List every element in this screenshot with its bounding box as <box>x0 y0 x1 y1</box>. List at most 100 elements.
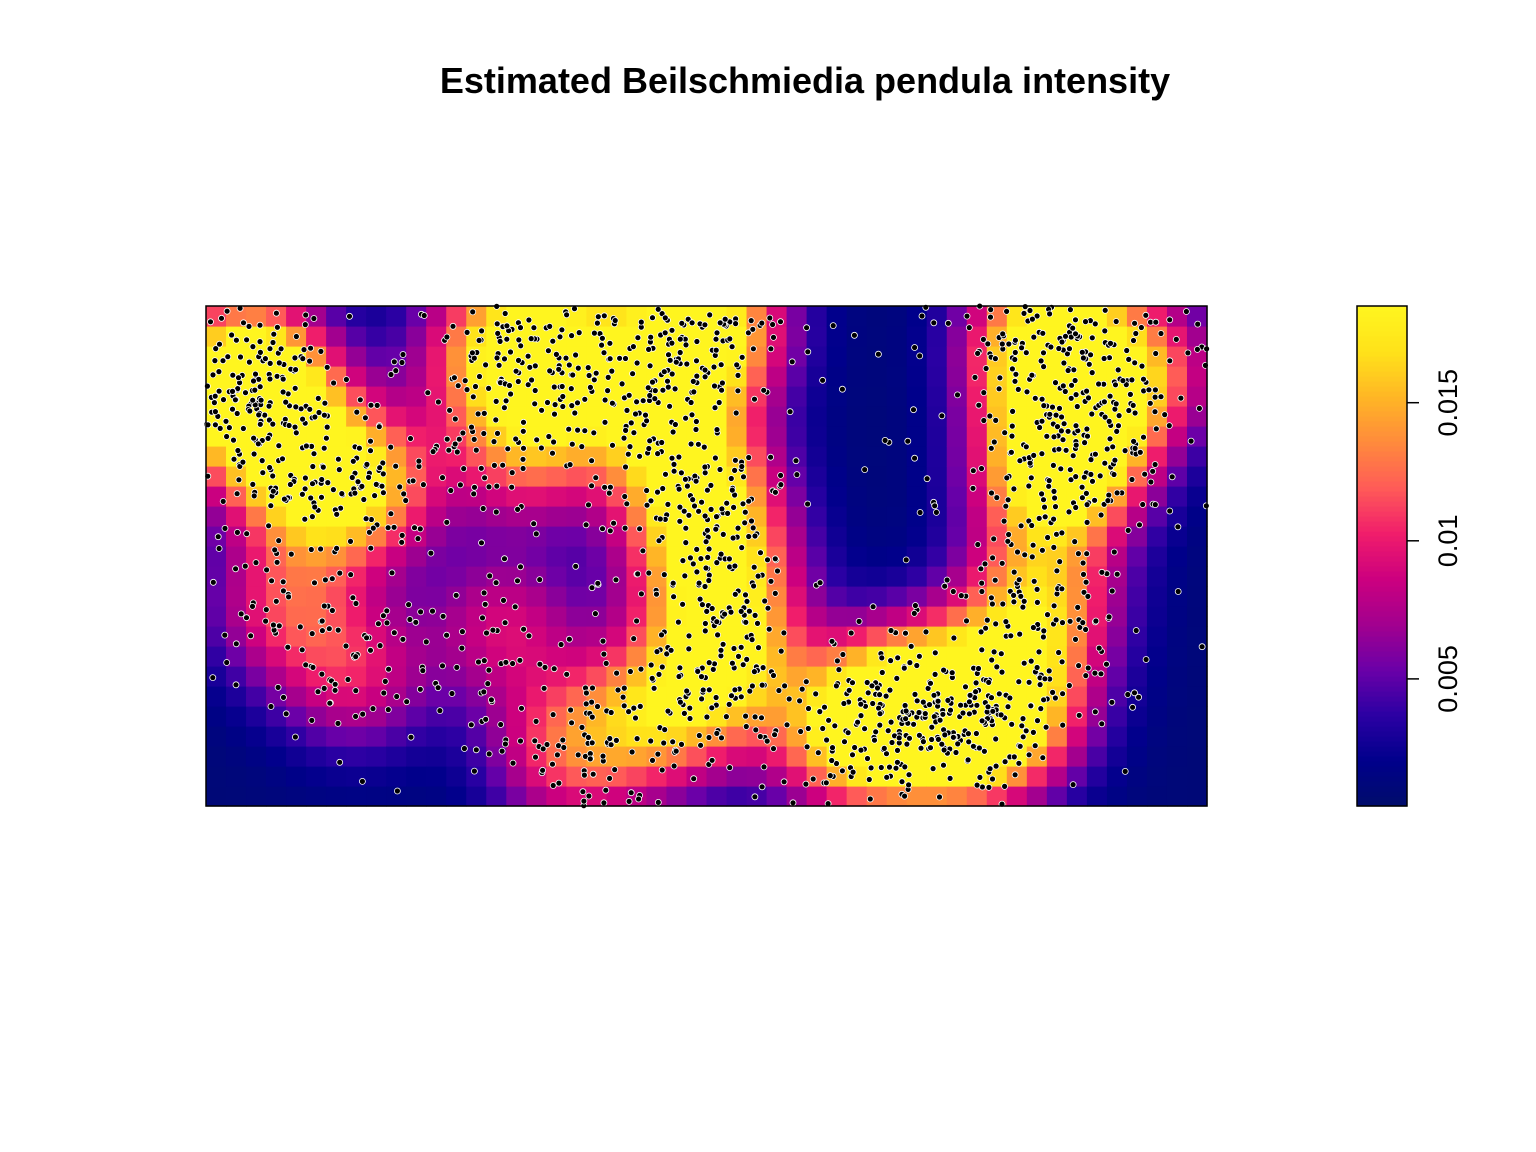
tree-point <box>911 454 918 462</box>
tree-point <box>1064 427 1072 435</box>
tree-point <box>606 355 614 363</box>
heatmap-cell <box>926 646 948 667</box>
tree-point <box>987 313 994 321</box>
heatmap-cell <box>1026 586 1048 607</box>
heatmap-cell <box>1146 586 1168 607</box>
tree-point <box>531 362 539 370</box>
heatmap-cell <box>1106 546 1128 567</box>
tree-point <box>545 433 553 440</box>
tree-point <box>526 363 534 371</box>
tree-point <box>964 756 972 764</box>
tree-point <box>936 716 944 724</box>
tree-point <box>1050 544 1058 551</box>
tree-point <box>916 652 923 660</box>
tree-point <box>1108 698 1116 706</box>
tree-point <box>302 311 310 319</box>
heatmap-cell <box>1026 746 1048 767</box>
tree-point <box>901 763 909 771</box>
tree-point <box>323 363 331 371</box>
tree-point <box>788 358 796 366</box>
tree-point <box>344 676 352 683</box>
tree-point <box>585 792 593 800</box>
tree-point <box>741 508 749 516</box>
heatmap-cell <box>746 366 768 387</box>
tree-point <box>1033 586 1041 593</box>
tree-point <box>728 486 736 494</box>
tree-point <box>755 644 762 651</box>
tree-point <box>233 529 241 536</box>
tree-point <box>903 740 911 748</box>
heatmap-cell <box>206 586 227 607</box>
tree-point <box>490 461 498 469</box>
tree-point <box>754 572 762 580</box>
colorbar-step <box>1357 631 1407 637</box>
heatmap-cell <box>566 586 587 607</box>
tree-point <box>992 762 1000 770</box>
tree-point <box>566 635 573 643</box>
tree-point <box>983 616 991 624</box>
heatmap-cell <box>946 406 968 427</box>
tree-point <box>1127 390 1134 398</box>
tree-point <box>766 314 774 322</box>
tree-point <box>702 538 710 546</box>
tree-point <box>697 741 704 749</box>
tree-point <box>306 357 314 365</box>
heatmap-cell <box>886 506 908 527</box>
tree-point <box>759 664 767 671</box>
tree-point <box>326 699 334 707</box>
tree-point <box>1011 349 1019 356</box>
tree-point <box>712 346 720 354</box>
heatmap-cell <box>506 786 527 807</box>
tree-point <box>550 383 558 391</box>
tree-point <box>672 358 680 366</box>
colorbar-step <box>1357 316 1407 322</box>
heatmap-cell <box>806 446 828 467</box>
tree-point <box>1151 461 1159 468</box>
heatmap-cell <box>406 566 427 587</box>
tree-point <box>676 503 684 511</box>
tree-point <box>1121 768 1129 775</box>
tree-point <box>416 525 424 533</box>
tree-point <box>701 373 709 381</box>
heatmap-cell <box>986 626 1008 647</box>
tree-point <box>354 478 362 486</box>
tree-point <box>1060 359 1068 367</box>
tree-point <box>730 645 738 652</box>
tree-point <box>683 687 691 695</box>
tree-point <box>732 320 739 328</box>
heatmap-cell <box>346 306 367 327</box>
tree-point <box>901 792 908 800</box>
heatmap-cell <box>226 546 247 567</box>
tree-point <box>978 646 986 654</box>
tree-point <box>621 524 629 532</box>
tree-point <box>269 472 277 480</box>
tree-point <box>485 750 493 758</box>
tree-point <box>1009 365 1016 373</box>
tree-point <box>1107 339 1114 347</box>
heatmap-cell <box>1106 306 1128 327</box>
heatmap-cell <box>926 426 948 447</box>
tree-point <box>997 711 1005 719</box>
heatmap-cell <box>1186 386 1208 407</box>
tree-point <box>533 436 541 444</box>
heatmap-cell <box>406 746 427 767</box>
heatmap-cell <box>266 506 287 527</box>
tree-point <box>265 402 273 410</box>
tree-point <box>518 704 525 712</box>
tree-point <box>1131 409 1139 417</box>
tree-point <box>434 398 442 406</box>
tree-point <box>212 345 220 353</box>
heatmap-cell <box>346 326 367 347</box>
heatmap-cell <box>406 406 427 427</box>
tree-point <box>215 368 223 376</box>
tree-point <box>751 668 758 675</box>
tree-point <box>1113 570 1121 578</box>
heatmap-cell <box>446 606 467 627</box>
tree-point <box>582 700 590 708</box>
tree-point <box>601 418 609 426</box>
tree-point <box>606 527 614 535</box>
heatmap-cell <box>1186 366 1208 387</box>
colorbar-step <box>1357 416 1407 422</box>
tree-point <box>1081 439 1088 447</box>
tree-point <box>319 463 327 471</box>
